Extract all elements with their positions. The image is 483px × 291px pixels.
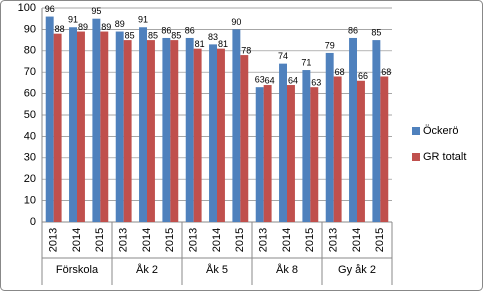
value-label: 88 [55,24,65,34]
bar [123,40,132,222]
value-label: 89 [78,22,88,32]
value-label: 64 [288,75,298,85]
bar [185,37,194,223]
bar [147,40,155,222]
x-tick-label: 2015 [374,228,386,252]
value-label: 91 [68,15,78,25]
bar [170,40,179,222]
group-label: Gy åk 2 [338,264,376,276]
bar [92,18,101,223]
value-label: 83 [208,32,218,42]
x-tick-label: 2015 [304,228,316,252]
value-label: 63 [255,75,265,85]
bar [209,44,217,222]
value-label: 91 [138,15,148,25]
y-tick-label: 30 [24,152,36,164]
bar [310,87,319,223]
bar [100,31,109,223]
value-label: 81 [218,39,228,49]
group-label: Förskola [56,264,99,276]
value-label: 90 [231,17,241,27]
group-label: Åk 8 [276,263,298,276]
bar [115,31,124,223]
x-tick-label: 2013 [188,228,200,252]
bar [357,80,365,222]
bar [45,16,54,223]
bar [302,70,311,222]
bar [279,63,287,222]
value-label: 85 [171,30,181,40]
x-tick-label: 2014 [351,228,363,252]
x-tick-label: 2013 [328,228,340,252]
y-tick-label: 40 [24,130,36,142]
value-label: 86 [185,25,195,35]
value-label: 71 [301,57,311,67]
y-tick-label: 20 [24,173,36,185]
legend-swatch [412,127,420,135]
value-label: 96 [45,4,55,14]
value-label: 86 [161,25,171,35]
value-label: 68 [335,67,345,77]
value-label: 85 [371,27,381,37]
bar [255,87,264,223]
legend-swatch [412,153,420,161]
value-label: 63 [311,78,321,88]
bar [240,55,249,222]
bar [380,76,389,222]
y-tick-label: 90 [24,23,36,35]
x-tick-label: 2015 [94,228,106,252]
value-label: 85 [148,30,158,40]
x-tick-label: 2015 [164,228,176,252]
x-tick-label: 2014 [141,228,153,252]
value-label: 74 [278,51,288,61]
bar [193,48,202,222]
bar [77,31,85,223]
x-tick-label: 2015 [234,228,246,252]
y-tick-label: 60 [24,88,36,100]
bar [162,37,171,223]
bar [349,37,357,223]
value-label: 78 [241,45,251,55]
x-tick-label: 2013 [48,228,60,252]
group-label: Åk 2 [136,263,158,276]
value-label: 89 [101,22,111,32]
value-label: 86 [348,25,358,35]
y-tick-label: 80 [24,45,36,57]
x-tick-label: 2014 [71,228,83,252]
y-tick-label: 70 [24,66,36,78]
y-tick-label: 10 [24,195,36,207]
y-tick-label: 0 [30,216,36,228]
value-label: 81 [195,39,205,49]
group-label: Åk 5 [206,263,228,276]
x-tick-label: 2013 [118,228,130,252]
value-label: 89 [115,19,125,29]
bar [232,29,241,223]
bar [372,40,381,222]
bar [69,27,77,223]
x-tick-label: 2013 [258,228,270,252]
y-tick-label: 50 [24,109,36,121]
legend-label: GR totalt [423,151,466,163]
bar [53,33,62,223]
value-label: 68 [381,67,391,77]
value-label: 64 [265,75,275,85]
x-tick-label: 2014 [281,228,293,252]
value-label: 66 [358,71,368,81]
bar [333,76,342,222]
bar [139,27,147,223]
value-label: 79 [325,40,335,50]
value-label: 85 [125,30,135,40]
value-label: 95 [91,6,101,16]
bar [325,52,334,222]
y-tick-label: 100 [18,2,36,14]
bar [217,48,225,222]
bar [263,85,272,222]
legend-label: Öckerö [423,125,458,137]
bar [287,85,295,222]
x-tick-label: 2014 [211,228,223,252]
